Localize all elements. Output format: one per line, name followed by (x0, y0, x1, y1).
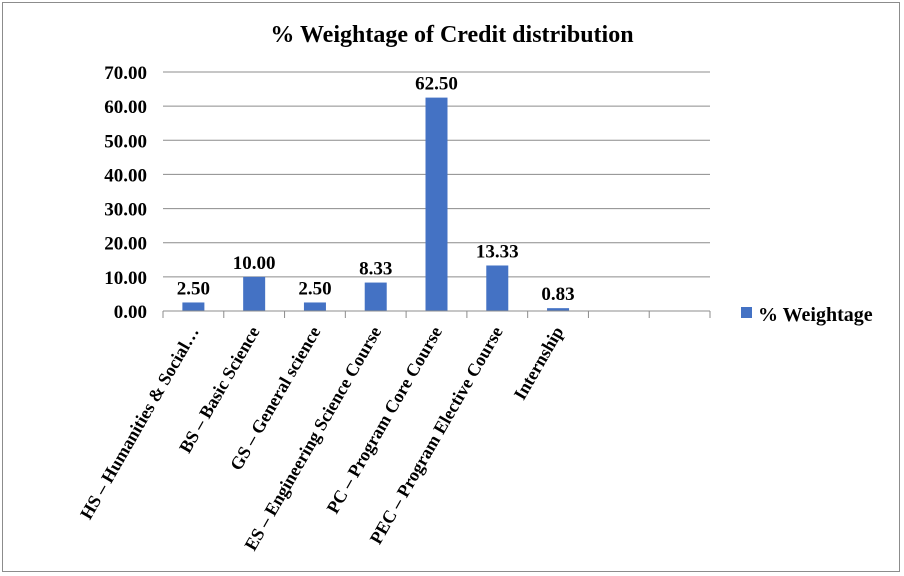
data-label: 2.50 (177, 278, 210, 299)
category-label: Internship (510, 323, 568, 403)
y-tick-label: 60.00 (104, 97, 147, 118)
bar (303, 302, 326, 311)
bars (182, 97, 570, 311)
bar (364, 282, 387, 311)
chart-title: % Weightage of Credit distribution (270, 22, 633, 48)
bar (425, 97, 448, 311)
bar (486, 265, 509, 311)
category-label: PC – Program Core Course (322, 323, 445, 517)
y-axis-ticks: 0.00 10.00 20.00 30.00 40.00 50.00 60.00 70.00 (104, 63, 147, 323)
y-tick-label: 10.00 (104, 268, 147, 289)
category-label: HS – Humanities & Social… (76, 323, 203, 523)
data-label: 2.50 (298, 278, 331, 299)
category-labels: HS – Humanities & Social…BS – Basic Scie… (76, 323, 567, 554)
x-axis (162, 310, 711, 318)
legend: % Weightage (741, 304, 873, 326)
y-tick-label: 0.00 (114, 302, 147, 323)
y-tick-label: 50.00 (104, 131, 147, 152)
y-tick-label: 30.00 (104, 200, 147, 221)
data-label: 0.83 (541, 284, 574, 305)
data-label: 8.33 (359, 259, 392, 280)
y-tick-label: 70.00 (104, 63, 147, 84)
data-label: 62.50 (415, 74, 458, 95)
y-tick-label: 40.00 (104, 165, 147, 186)
bar (243, 276, 266, 311)
y-tick-label: 20.00 (104, 234, 147, 255)
data-label: 10.00 (233, 253, 276, 274)
bar (182, 302, 205, 311)
data-labels: 2.50 10.00 2.50 8.33 62.50 13.33 0.83 (177, 74, 575, 306)
legend-swatch (741, 307, 752, 318)
bar (547, 308, 570, 311)
legend-label: % Weightage (758, 304, 873, 326)
data-label: 13.33 (476, 241, 519, 262)
